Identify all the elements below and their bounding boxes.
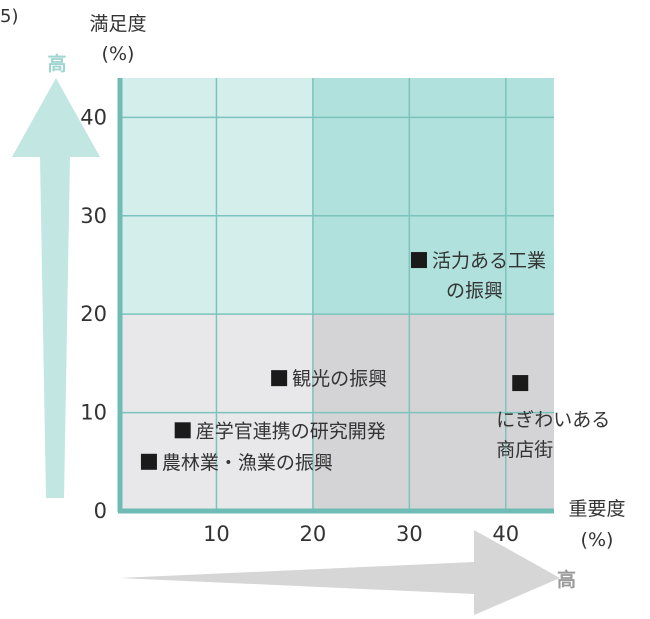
plot-area: 10 20 30 40 0 10 20 30 40 活力ある工業の振興観光の振興にぎわいある商店街… — [80, 78, 610, 546]
y-tick-label-40: 40 — [80, 105, 107, 129]
corner-text: 5) — [0, 6, 18, 27]
y-high-arrow-icon — [12, 78, 100, 498]
x-tick-label-20: 20 — [300, 522, 327, 546]
y-tick-label-30: 30 — [80, 204, 107, 228]
data-point-label-1-line-2: の振興 — [446, 280, 503, 302]
x-tick-label-30: 30 — [396, 522, 423, 546]
data-point-label-1-line-1: 活力ある工業 — [432, 250, 546, 272]
x-tick-label-10: 10 — [203, 522, 230, 546]
x-tick-label-40: 40 — [492, 522, 519, 546]
y-tick-label-0: 0 — [94, 499, 107, 523]
y-axis-title-line-1: 満足度 — [89, 13, 146, 35]
x-high-arrow-icon — [120, 530, 560, 615]
y-axis-title-line-2: (%) — [102, 43, 135, 65]
x-axis-title-line-1: 重要度 — [568, 498, 625, 520]
data-point-label-3-line-1: にぎわいある — [496, 409, 610, 431]
data-point-2 — [271, 370, 288, 387]
y-high-label: 高 — [47, 52, 66, 75]
data-point-label-4-line-1: 産学官連携の研究開発 — [196, 420, 386, 442]
data-point-3 — [512, 375, 529, 392]
y-tick-label-20: 20 — [80, 302, 107, 326]
data-point-label-3-line-2: 商店街 — [496, 439, 553, 461]
x-high-label: 高 — [557, 568, 576, 591]
data-point-label-2-line-1: 観光の振興 — [292, 368, 387, 390]
data-point-1 — [410, 252, 427, 269]
data-point-label-5-line-1: 農林業・漁業の振興 — [162, 452, 333, 474]
data-point-5 — [140, 453, 157, 470]
data-point-4 — [174, 422, 191, 439]
y-tick-label-10: 10 — [80, 401, 107, 425]
quadrant-top-right — [312, 78, 554, 315]
x-axis-title-line-2: (%) — [581, 529, 614, 551]
